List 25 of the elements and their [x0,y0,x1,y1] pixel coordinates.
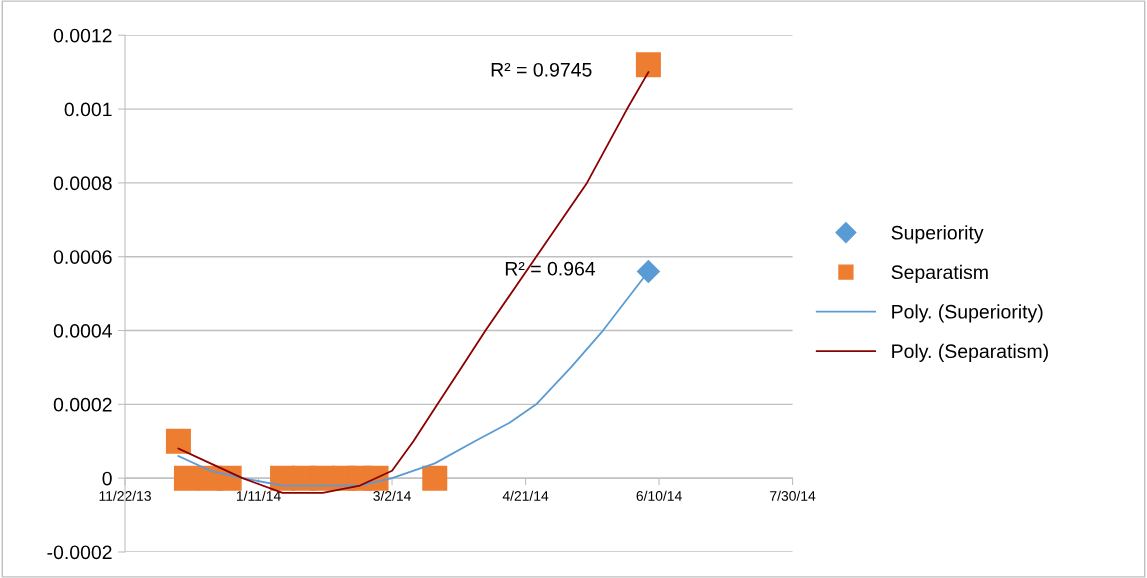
y-tick-label: -0.0002 [47,545,112,560]
annotation: R² = 0.9745 [491,62,592,77]
legend-label: Superiority [891,225,984,244]
y-tick-label: 0.0004 [53,324,112,338]
point [635,52,661,78]
y-tick-label: 0.0012 [53,28,112,43]
annotation: R² = 0.964 [505,261,596,276]
point [173,465,199,491]
x-tick-label: 6/10/14 [636,490,682,501]
legend-label: Poly. (Separatism) [892,343,1048,362]
x-tick-label: 1/11/14 [236,490,281,501]
point [165,428,191,454]
point [636,259,660,283]
x-tick-label: 3/2/14 [373,490,411,501]
point [422,465,448,491]
x-tick-label: 4/21/14 [502,490,549,501]
y-tick-label: 0.0008 [53,176,112,191]
y-tick-label: 0.0002 [53,397,112,412]
y-tick-label: 0.0006 [53,250,112,264]
y-tick-label: 0.001 [64,102,112,117]
x-tick-label: 11/22/13 [99,490,151,501]
y-tick-label: 0 [102,471,112,486]
legend-label: Poly. (Superiority) [892,304,1043,323]
legend-label: Separatism [891,264,988,283]
x-tick-label: 7/30/14 [770,490,816,501]
